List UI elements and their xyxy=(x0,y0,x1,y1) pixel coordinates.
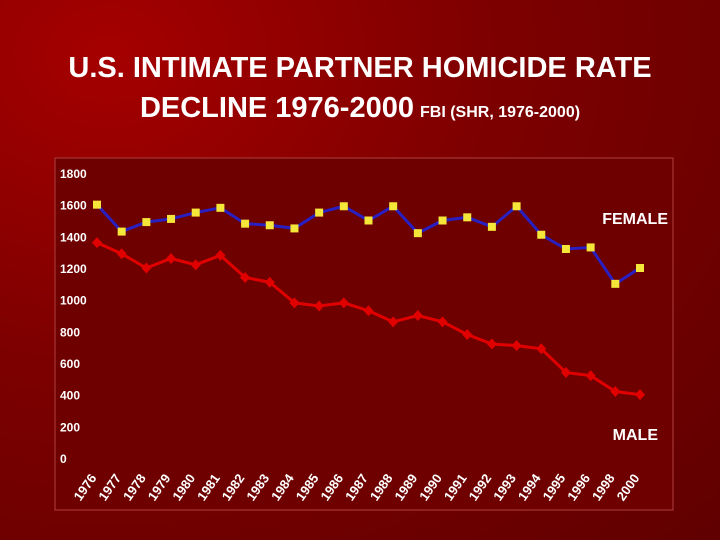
point-marker xyxy=(437,316,448,328)
point-marker xyxy=(338,297,349,309)
point-marker xyxy=(215,249,226,261)
point-marker xyxy=(190,259,201,271)
y-tick-label: 0 xyxy=(60,452,67,466)
series-label: MALE xyxy=(613,427,659,444)
point-marker xyxy=(537,230,546,239)
chart-title: U.S. INTIMATE PARTNER HOMICIDE RATE DECL… xyxy=(68,52,652,124)
point-marker xyxy=(240,272,251,283)
point-marker xyxy=(241,219,250,228)
point-marker xyxy=(141,262,152,274)
point-marker xyxy=(216,203,225,212)
point-marker xyxy=(265,221,274,230)
point-marker xyxy=(636,264,644,272)
y-tick-label: 200 xyxy=(60,420,80,434)
point-marker xyxy=(413,229,422,238)
point-marker xyxy=(536,343,547,355)
point-marker xyxy=(166,253,177,264)
chart-subtitle: FBI (SHR, 1976-2000) xyxy=(419,104,581,121)
point-marker xyxy=(93,200,101,209)
y-tick-label: 1200 xyxy=(60,262,87,276)
y-tick-label: 800 xyxy=(60,325,80,339)
point-marker xyxy=(511,340,522,352)
point-marker xyxy=(635,389,645,401)
point-marker xyxy=(191,208,200,217)
point-marker xyxy=(463,213,472,222)
point-marker xyxy=(315,208,324,217)
point-marker xyxy=(512,202,521,211)
point-marker xyxy=(289,297,300,309)
point-marker xyxy=(92,237,102,249)
point-marker xyxy=(462,329,473,340)
point-marker xyxy=(487,222,496,231)
point-marker xyxy=(438,216,447,225)
point-marker xyxy=(264,276,275,288)
y-tick-label: 1000 xyxy=(60,294,87,308)
point-marker xyxy=(585,370,596,382)
chart-title-block: U.S. INTIMATE PARTNER HOMICIDE RATE DECL… xyxy=(40,48,680,133)
y-tick-label: 1600 xyxy=(60,199,87,213)
point-marker xyxy=(561,245,570,253)
point-marker xyxy=(389,202,398,211)
point-marker xyxy=(486,338,497,350)
plot-frame xyxy=(54,157,674,511)
point-marker xyxy=(560,367,571,378)
point-marker xyxy=(290,224,299,233)
point-marker xyxy=(363,305,374,317)
point-marker xyxy=(610,386,621,397)
point-marker xyxy=(611,279,620,288)
point-marker xyxy=(412,310,423,321)
point-marker xyxy=(167,214,176,223)
point-marker xyxy=(586,243,595,252)
point-marker xyxy=(314,300,325,312)
point-marker xyxy=(142,218,151,227)
point-marker xyxy=(364,216,373,225)
point-marker xyxy=(339,202,348,211)
y-tick-label: 600 xyxy=(60,357,80,371)
y-tick-label: 1400 xyxy=(60,230,87,244)
y-tick-label: 400 xyxy=(60,389,80,403)
y-tick-label: 1800 xyxy=(60,167,87,181)
series-label: FEMALE xyxy=(602,211,668,228)
point-marker xyxy=(388,316,399,328)
point-marker xyxy=(117,227,126,236)
point-marker xyxy=(116,248,127,260)
